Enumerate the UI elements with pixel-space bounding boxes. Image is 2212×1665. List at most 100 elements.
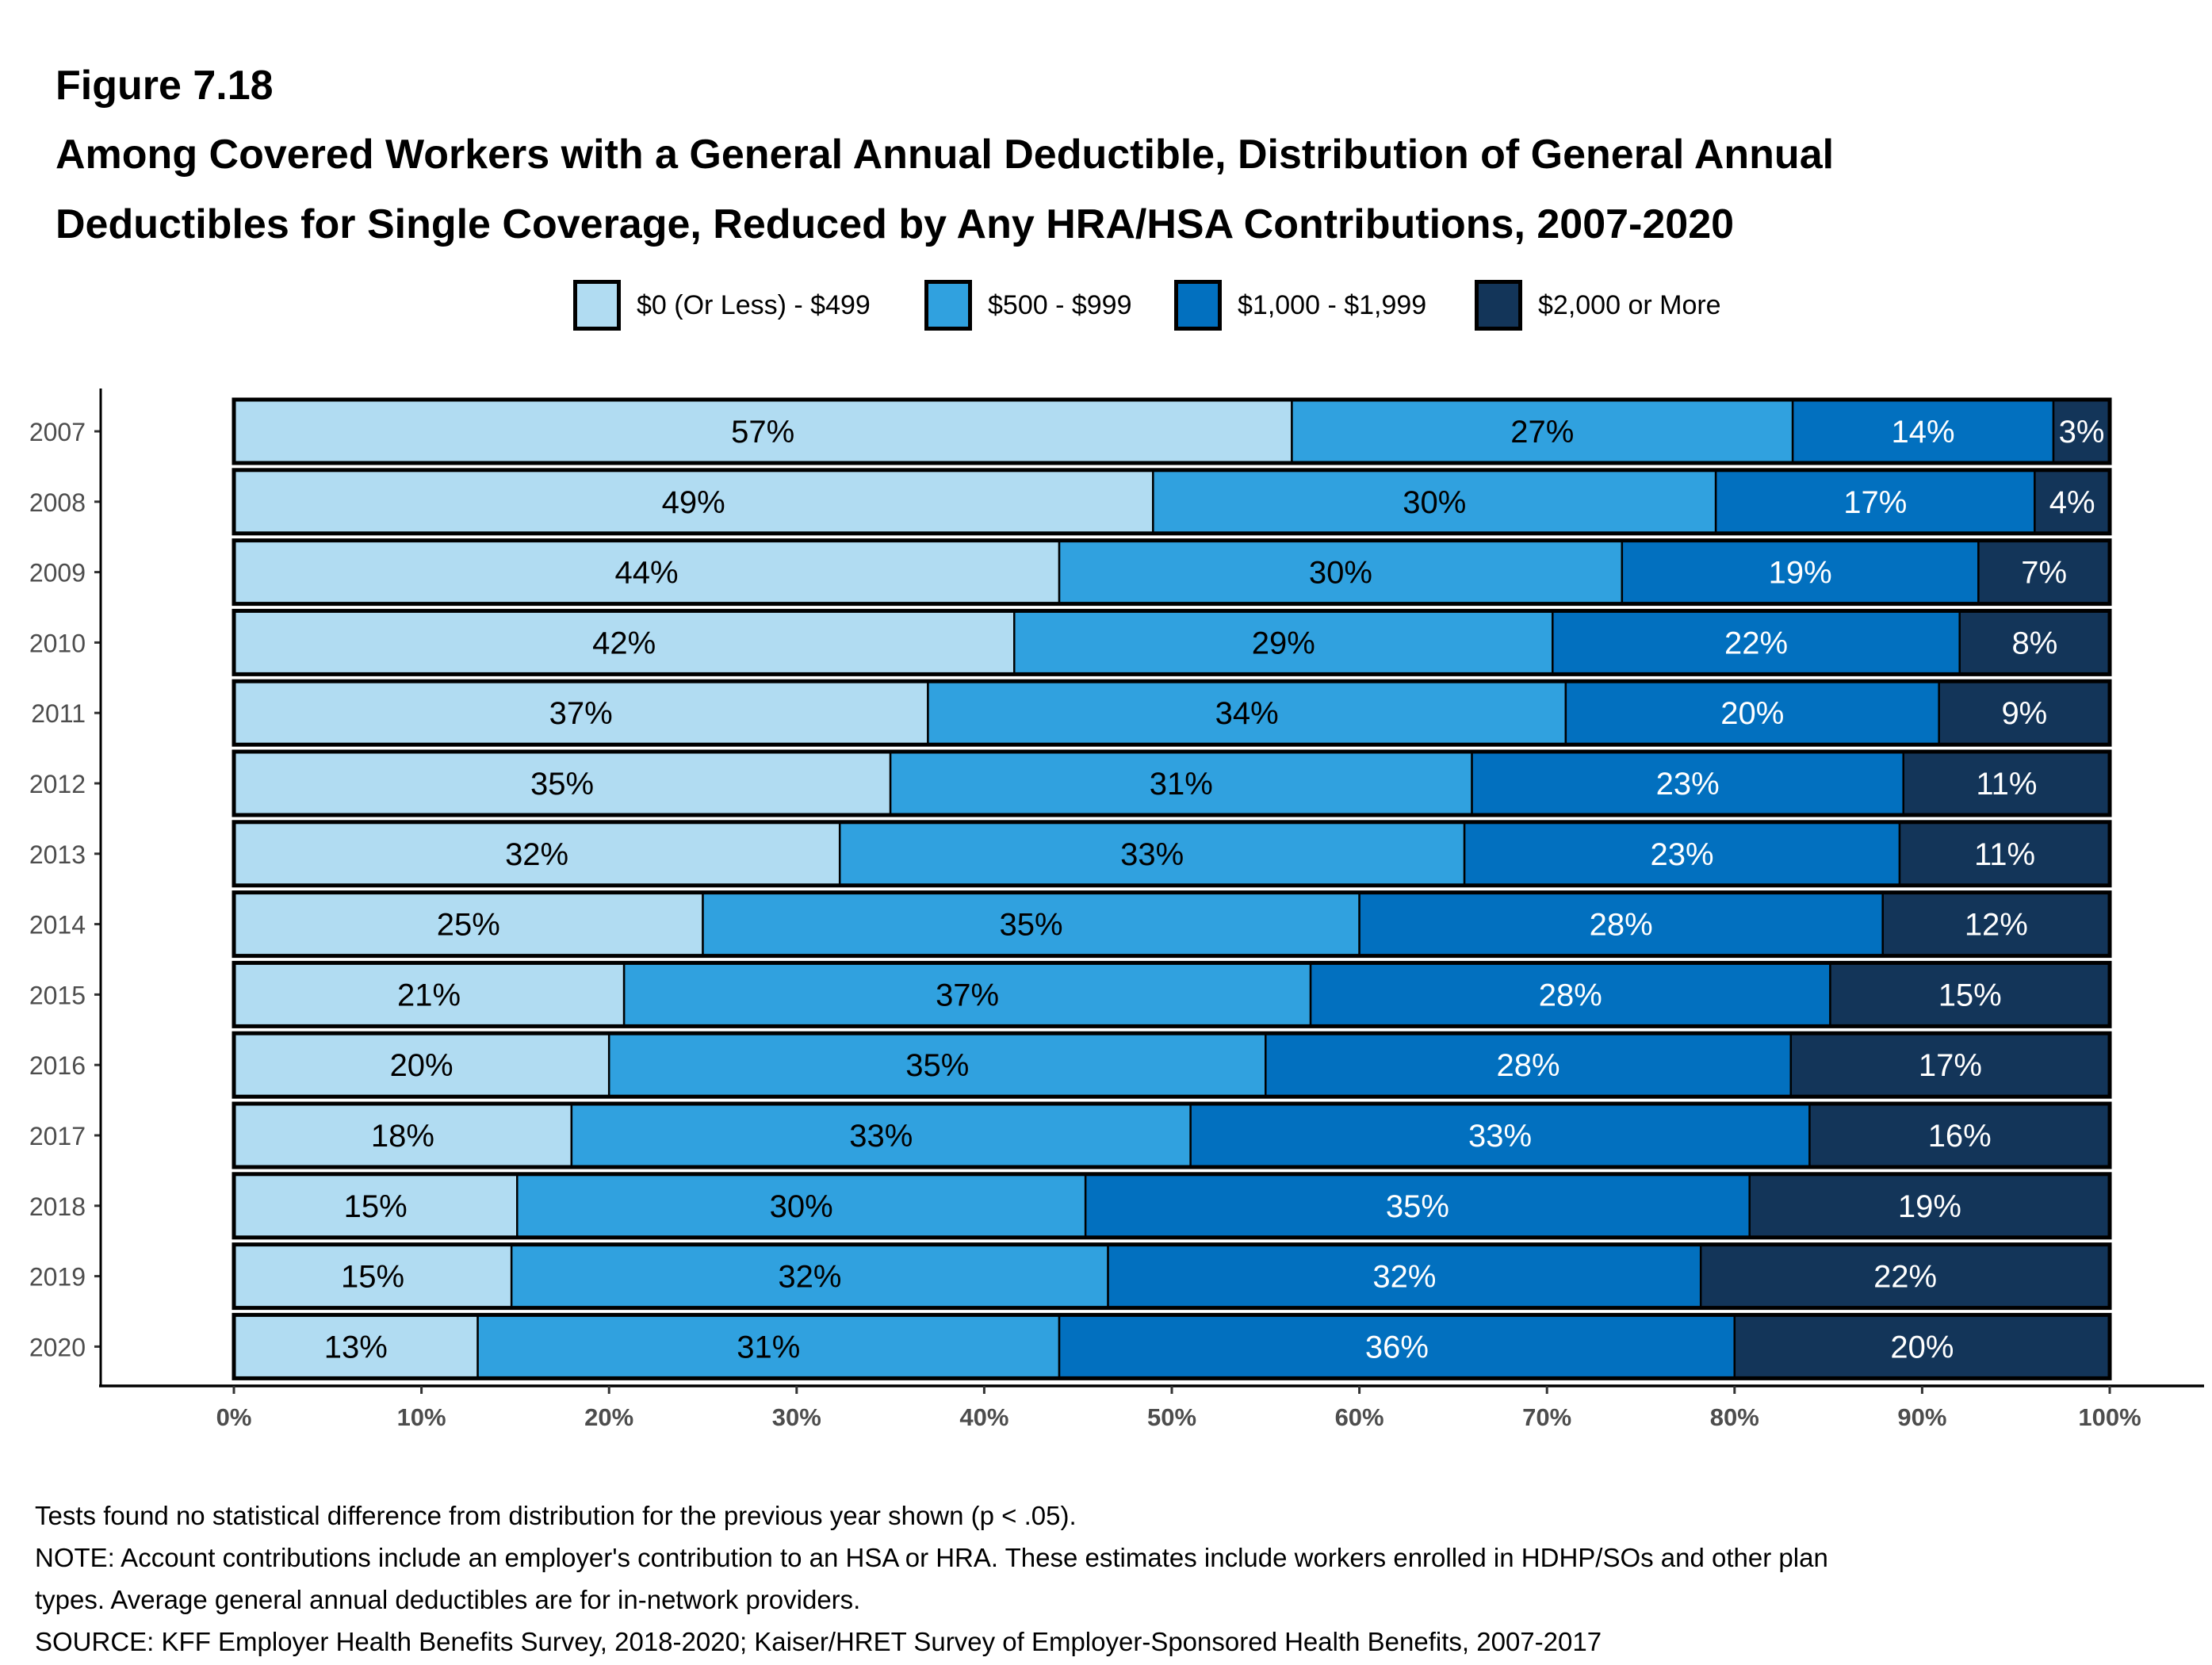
data-label: 22% — [1873, 1260, 1937, 1295]
bar-segment — [1714, 469, 2036, 535]
data-label: 21% — [397, 978, 461, 1012]
legend-label: $2,000 or More — [1538, 289, 1721, 320]
x-tick-label: 60% — [1335, 1403, 1384, 1431]
x-tick-label: 20% — [584, 1403, 633, 1431]
bar-segment — [1189, 1102, 1811, 1169]
note-source: SOURCE: KFF Employer Health Benefits Sur… — [35, 1627, 1602, 1656]
bar-segment — [1265, 1032, 1793, 1098]
x-tick-label: 80% — [1710, 1403, 1759, 1431]
data-label: 25% — [437, 908, 500, 943]
data-label: 22% — [1724, 626, 1788, 660]
data-label: 18% — [371, 1119, 434, 1154]
legend-swatch — [1475, 280, 1522, 331]
data-label: 42% — [592, 626, 656, 660]
legend-label: $1,000 - $1,999 — [1238, 289, 1427, 320]
x-tick-label: 100% — [2078, 1403, 2141, 1431]
y-tick-label: 2010 — [29, 629, 86, 657]
y-tick-label: 2018 — [29, 1192, 86, 1221]
bar-segment — [1898, 821, 2111, 887]
data-label: 3% — [2059, 415, 2105, 450]
data-label: 30% — [1309, 556, 1372, 591]
data-label: 19% — [1769, 556, 1832, 591]
legend: $0 (Or Less) - $499 $500 - $999 $1,000 -… — [0, 278, 2212, 333]
data-label: 9% — [2001, 696, 2047, 731]
note-account-contributions: NOTE: Account contributions include an e… — [35, 1543, 1828, 1572]
data-label: 19% — [1898, 1189, 1961, 1224]
legend-item-0-499: $0 (Or Less) - $499 — [573, 278, 871, 333]
bar-segment — [1748, 1173, 2111, 1239]
bars-layer: 57% 27% 14% 3% 49% 30% 17% 4% 44% 30% 19% 7% 42% 29% 2… — [232, 397, 2112, 1380]
legend-label: $500 - $999 — [988, 289, 1132, 320]
data-label: 44% — [614, 556, 678, 591]
data-label: 49% — [662, 485, 725, 520]
bar-row-2008: 49% 30% 17% 4% — [232, 468, 2112, 536]
data-label: 11% — [1976, 767, 2037, 802]
data-label: 28% — [1497, 1048, 1560, 1083]
bar-segment — [1699, 1243, 2111, 1309]
data-label: 33% — [1120, 837, 1184, 872]
data-label: 34% — [1215, 696, 1279, 731]
legend-item-2000-plus: $2,000 or More — [1475, 278, 1721, 333]
y-tick-label: 2007 — [29, 418, 86, 446]
y-tick-label: 2017 — [29, 1122, 86, 1150]
data-label: 30% — [1403, 485, 1466, 520]
y-tick-label: 2009 — [29, 559, 86, 588]
bar-segment — [1977, 539, 2111, 605]
x-tick-label: 40% — [959, 1403, 1008, 1431]
data-label: 35% — [1000, 908, 1063, 943]
data-label: 57% — [731, 415, 794, 450]
x-tick-label: 0% — [216, 1403, 252, 1431]
bar-segment — [1058, 1314, 1736, 1380]
bar-row-2014: 25% 35% 28% 12% — [232, 890, 2112, 959]
legend-swatch — [573, 280, 621, 331]
data-label: 32% — [1372, 1260, 1436, 1295]
bar-outline — [232, 890, 2112, 959]
y-tick-label: 2014 — [29, 911, 86, 940]
bar-segment — [2034, 469, 2111, 535]
data-label: 20% — [1720, 696, 1784, 731]
data-label: 13% — [324, 1330, 388, 1365]
bar-row-2013: 32% 33% 23% 11% — [232, 820, 2112, 888]
bar-row-2020: 13% 31% 36% 20% — [232, 1312, 2112, 1380]
y-tick-label: 2019 — [29, 1263, 86, 1292]
legend-label: $0 (Or Less) - $499 — [637, 289, 871, 320]
bar-outline — [232, 468, 2112, 536]
figure-label: Figure 7.18 — [55, 63, 274, 109]
data-label: 35% — [530, 767, 594, 802]
data-label: 33% — [1468, 1119, 1532, 1154]
data-label: 17% — [1843, 485, 1907, 520]
bar-row-2009: 44% 30% 19% 7% — [232, 538, 2112, 607]
bar-segment — [1621, 539, 1980, 605]
x-tick-label: 30% — [772, 1403, 821, 1431]
data-label: 29% — [1252, 626, 1315, 660]
data-label: 23% — [1656, 767, 1720, 802]
bar-segment — [1938, 679, 2111, 746]
bar-row-2016: 20% 35% 28% 17% — [232, 1031, 2112, 1099]
bar-segment — [232, 821, 841, 887]
data-label: 15% — [341, 1260, 404, 1295]
legend-item-1000-1999: $1,000 - $1,999 — [1174, 278, 1426, 333]
bar-segment — [232, 679, 929, 746]
data-label: 27% — [1510, 415, 1574, 450]
x-tick-label: 10% — [397, 1403, 446, 1431]
bar-segment — [1564, 679, 1940, 746]
data-label: 37% — [549, 696, 613, 731]
bar-row-2010: 42% 29% 22% 8% — [232, 608, 2112, 676]
data-label: 8% — [2011, 626, 2057, 660]
bar-segment — [232, 891, 704, 957]
data-label: 30% — [770, 1189, 833, 1224]
bar-segment — [516, 1173, 1087, 1239]
legend-item-500-999: $500 - $999 — [924, 278, 1132, 333]
data-label: 31% — [737, 1330, 800, 1365]
data-label: 4% — [2049, 485, 2095, 520]
bar-outline — [232, 1312, 2112, 1380]
data-label: 32% — [778, 1260, 841, 1295]
y-tick-label: 2012 — [29, 770, 86, 798]
data-label: 15% — [344, 1189, 408, 1224]
bar-segment — [232, 750, 892, 817]
data-label: 16% — [1928, 1119, 1992, 1154]
bar-row-2007: 57% 27% 14% 3% — [232, 397, 2112, 465]
bar-segment — [927, 679, 1567, 746]
bar-outline — [232, 397, 2112, 465]
